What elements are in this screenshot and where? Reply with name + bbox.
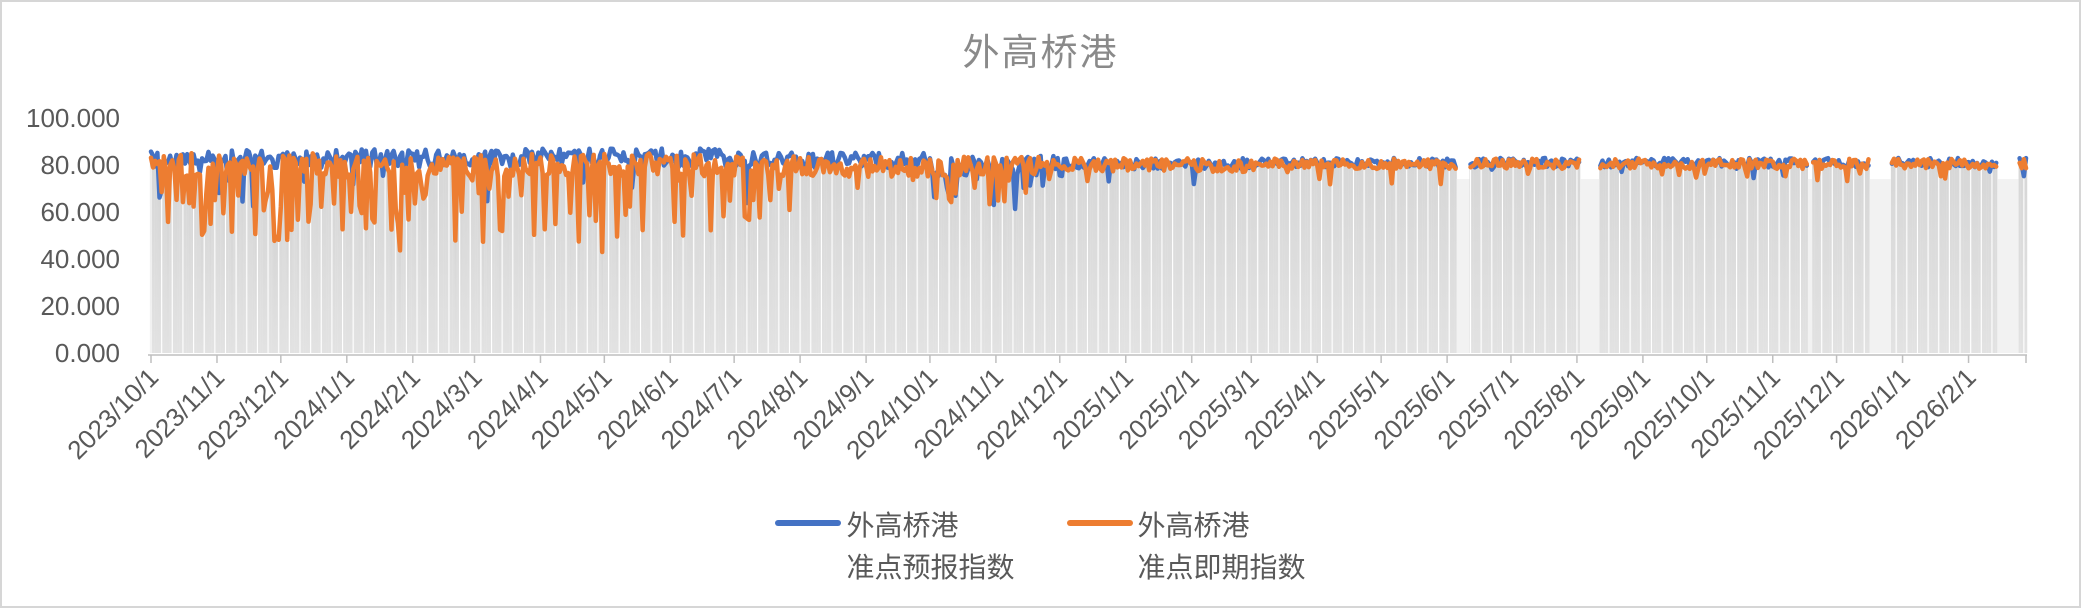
y-tick-label: 20.000 [40,291,120,321]
legend-line-swatch-orange [1066,520,1133,526]
legend-label-line1: 外高桥港 [846,510,959,541]
legend-label-line1: 外高桥港 [1137,510,1250,541]
legend-item-forecast-index[interactable]: 外高桥港 准点预报指数 [775,505,1015,589]
legend-label-line2: 准点预报指数 [846,552,1015,583]
x-axis[interactable] [148,354,2027,363]
background-columns-layer[interactable] [149,155,2028,353]
chart-legend: 外高桥港 准点预报指数 外高桥港 准点即期指数 [2,505,2079,589]
chart-title[interactable]: 外高桥港 [962,32,1119,73]
missing-data-gap-fills [1456,179,2019,353]
y-tick-label: 60.000 [40,197,120,227]
legend-item-spot-index[interactable]: 外高桥港 准点即期指数 [1066,505,1306,589]
y-axis-labels[interactable]: 0.000 20.000 40.000 60.000 80.000 100.000 [26,103,120,368]
series-line-spot[interactable] [148,151,2029,255]
x-axis-labels[interactable]: 2023/10/12023/11/12023/12/12024/1/12024/… [61,362,1982,465]
y-tick-label: 80.000 [40,150,120,180]
y-tick-label: 0.000 [55,338,120,368]
legend-line-swatch-blue [775,520,842,526]
y-tick-label: 40.000 [40,244,120,274]
y-tick-label: 100.000 [26,103,120,133]
legend-label-line2: 准点即期指数 [1137,552,1306,583]
column-separators [150,138,2025,353]
